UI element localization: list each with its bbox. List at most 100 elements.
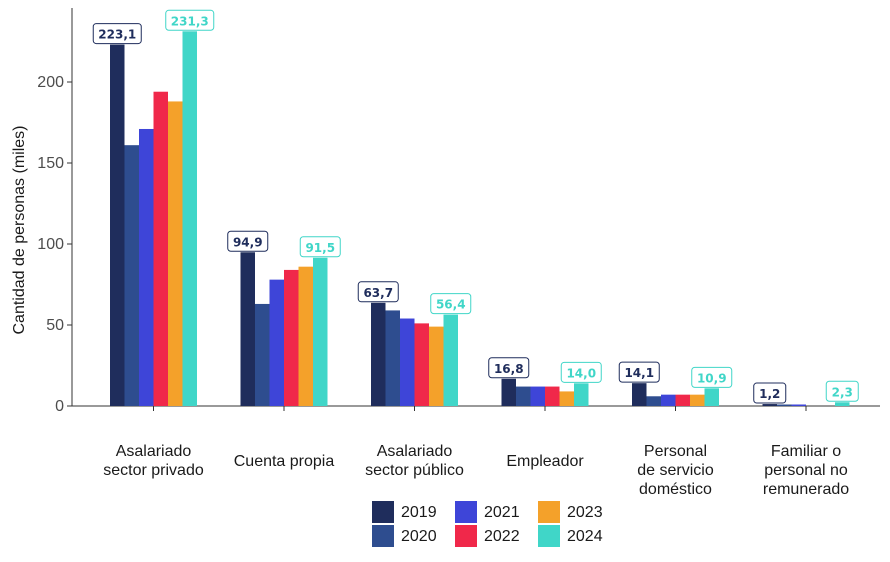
legend-swatch: [538, 501, 560, 523]
data-label: 14,0: [560, 361, 602, 383]
data-label-text: 56,4: [436, 298, 466, 312]
data-label-box: [227, 230, 269, 252]
bar: [168, 101, 183, 406]
x-axis: Asalariado sector privado Cuenta propia Asa…: [103, 406, 849, 498]
bar: [255, 303, 270, 406]
bar: [400, 318, 415, 406]
bar: [762, 404, 777, 406]
bar: [124, 145, 139, 406]
bar: [530, 386, 545, 406]
bar: [559, 391, 574, 406]
data-label-text: 223,1: [98, 28, 136, 42]
bar: [661, 394, 676, 406]
bar: [646, 396, 661, 406]
legend: 2019 2020 2021 2022 2023 2024: [372, 501, 603, 547]
x-tick-label: personal no: [764, 462, 848, 479]
legend-item: 2023: [538, 501, 603, 523]
data-label-box: [357, 281, 399, 303]
legend-swatch: [372, 501, 394, 523]
bar: [371, 302, 386, 406]
data-label-text: 10,9: [697, 371, 727, 385]
y-tick-label: 200: [37, 74, 64, 91]
data-label-text: 14,0: [566, 366, 596, 380]
bars: [110, 31, 850, 407]
data-label-box: [165, 9, 215, 31]
bar: [414, 323, 429, 406]
legend-label: 2024: [567, 528, 603, 545]
data-label: 2,3: [825, 380, 859, 402]
x-tick-label: de servicio: [637, 462, 714, 479]
y-tick-label: 0: [55, 398, 64, 415]
data-label-box: [92, 23, 142, 45]
x-tick-label: doméstico: [639, 481, 712, 498]
data-label: 63,7: [357, 281, 399, 303]
data-label-text: 231,3: [171, 14, 209, 28]
data-label: 223,1: [92, 23, 142, 45]
data-label-box: [560, 361, 602, 383]
bar: [835, 402, 850, 406]
x-tick-label: sector privado: [103, 462, 204, 479]
bar: [545, 386, 560, 406]
bar: [284, 269, 299, 406]
data-label-text: 2,3: [832, 385, 853, 399]
bar: [139, 128, 154, 407]
data-label: 14,1: [618, 361, 660, 383]
data-label-text: 94,9: [233, 235, 263, 249]
bar: [704, 388, 719, 406]
bar: [574, 383, 589, 406]
bar: [443, 314, 458, 406]
data-label-text: 16,8: [494, 362, 524, 376]
legend-item: 2019: [372, 501, 437, 523]
bar: [182, 31, 197, 406]
bar: [298, 266, 313, 406]
legend-label: 2021: [484, 504, 520, 521]
data-label-box: [299, 236, 341, 258]
legend-item: 2021: [455, 501, 520, 523]
x-tick-label: Personal: [644, 443, 707, 460]
bar: [501, 378, 516, 406]
legend-label: 2019: [401, 504, 437, 521]
bar: [632, 383, 647, 406]
x-tick-label: Familiar o: [771, 443, 841, 460]
x-tick-label: Asalariado: [116, 443, 192, 460]
bar: [110, 44, 125, 406]
bar: [675, 394, 690, 406]
y-tick-label: 50: [46, 317, 64, 334]
bar: [240, 252, 255, 406]
data-label: 56,4: [430, 293, 472, 315]
data-label-box: [825, 380, 859, 402]
data-label: 16,8: [488, 357, 530, 379]
data-label: 94,9: [227, 230, 269, 252]
bar: [269, 279, 284, 406]
data-label-box: [691, 366, 733, 388]
x-tick-label: Cuenta propia: [234, 453, 335, 470]
legend-item: 2022: [455, 525, 520, 547]
data-label-box: [618, 361, 660, 383]
y-axis-label: Cantidad de personas (miles): [11, 126, 28, 335]
data-label-box: [488, 357, 530, 379]
legend-label: 2022: [484, 528, 520, 545]
bar: [153, 91, 168, 406]
legend-item: 2020: [372, 525, 437, 547]
bar: [385, 310, 400, 406]
bar: [313, 257, 328, 406]
y-tick-label: 150: [37, 155, 64, 172]
legend-item: 2024: [538, 525, 603, 547]
data-label-text: 91,5: [305, 241, 335, 255]
legend-label: 2020: [401, 528, 437, 545]
x-tick-label: sector público: [365, 462, 464, 479]
bar: [429, 326, 444, 406]
data-label: 1,2: [753, 382, 787, 404]
bar: [690, 394, 705, 406]
x-tick-label: remunerado: [763, 481, 849, 498]
bar: [777, 404, 792, 406]
data-label-box: [430, 293, 472, 315]
x-tick-label: Empleador: [506, 453, 584, 470]
data-label: 10,9: [691, 366, 733, 388]
legend-swatch: [455, 525, 477, 547]
bar: [516, 386, 531, 406]
data-labels: 223,1 231,3 94,9 91,5 63,7 56,4 16,8 14,0 14,1 10…: [92, 9, 859, 404]
legend-label: 2023: [567, 504, 603, 521]
legend-swatch: [372, 525, 394, 547]
